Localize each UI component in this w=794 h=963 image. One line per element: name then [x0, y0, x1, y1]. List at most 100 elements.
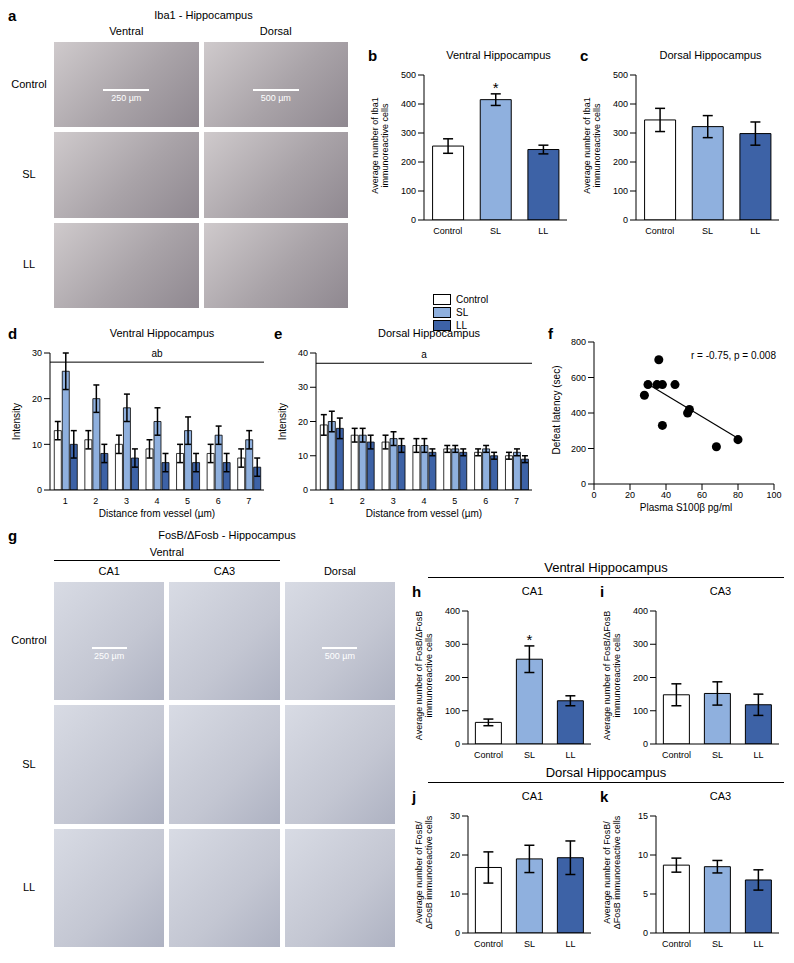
svg-text:30: 30 — [32, 348, 42, 358]
svg-text:*: * — [493, 79, 499, 96]
svg-text:600: 600 — [571, 373, 586, 383]
svg-text:200: 200 — [445, 673, 460, 683]
html-text:Average number of FosB/ΔFosB i: Average number of FosB/ΔFosB immunoreact… — [414, 610, 434, 741]
html-text:Control: Control — [11, 634, 47, 647]
svg-text:100: 100 — [613, 186, 628, 196]
svg-text:Control: Control — [662, 939, 691, 949]
svg-text:a: a — [421, 349, 427, 360]
svg-text:5: 5 — [452, 496, 457, 506]
svg-text:15: 15 — [638, 811, 648, 821]
svg-text:20: 20 — [625, 490, 635, 500]
svg-text:LL: LL — [565, 750, 575, 760]
svg-text:5: 5 — [643, 889, 648, 899]
svg-text:400: 400 — [401, 99, 416, 109]
svg-text:0: 0 — [581, 479, 586, 489]
svg-text:1: 1 — [329, 496, 334, 506]
svg-text:500: 500 — [401, 70, 416, 80]
svg-text:30: 30 — [298, 382, 308, 392]
svg-text:ab: ab — [151, 348, 163, 359]
html-text:Ventral Hippocampus: Ventral Hippocampus — [544, 560, 668, 575]
svg-text:0: 0 — [643, 928, 648, 938]
svg-text:Control: Control — [433, 226, 462, 236]
svg-text:LL: LL — [750, 226, 760, 236]
svg-text:4: 4 — [421, 496, 426, 506]
html-text:Average number of FosB/ΔFosB i: Average number of FosB/ΔFosB immunoreact… — [602, 815, 622, 930]
html-text:LL: LL — [22, 258, 36, 271]
svg-text:LL: LL — [753, 939, 763, 949]
svg-text:0: 0 — [411, 215, 416, 225]
svg-text:SL: SL — [712, 750, 723, 760]
svg-text:20: 20 — [298, 417, 308, 427]
svg-text:3: 3 — [124, 496, 129, 506]
svg-text:0: 0 — [37, 485, 42, 495]
svg-text:SL: SL — [524, 750, 535, 760]
html-text:Control: Control — [11, 77, 47, 90]
svg-text:100: 100 — [766, 490, 781, 500]
svg-text:SL: SL — [702, 226, 713, 236]
html-text:Average number of FosB/ΔFosB i: Average number of FosB/ΔFosB immunoreact… — [414, 815, 434, 930]
svg-text:400: 400 — [445, 606, 460, 616]
svg-text:100: 100 — [401, 186, 416, 196]
svg-text:2: 2 — [360, 496, 365, 506]
svg-text:200: 200 — [401, 157, 416, 167]
svg-text:*: * — [526, 631, 532, 648]
html-text:Average number of FosB/ΔFosB i: Average number of FosB/ΔFosB immunoreact… — [602, 610, 622, 741]
svg-text:SL: SL — [490, 226, 501, 236]
svg-text:40: 40 — [298, 348, 308, 358]
svg-text:20: 20 — [450, 850, 460, 860]
svg-text:100: 100 — [445, 706, 460, 716]
html-text:SL: SL — [22, 757, 36, 770]
svg-text:0: 0 — [455, 739, 460, 749]
svg-text:10: 10 — [298, 451, 308, 461]
svg-text:Control: Control — [645, 226, 674, 236]
html-text:Dorsal Hippocampus: Dorsal Hippocampus — [545, 765, 667, 780]
svg-text:10: 10 — [450, 889, 460, 899]
svg-text:0: 0 — [303, 485, 308, 495]
svg-text:0: 0 — [643, 739, 648, 749]
html-text:LL: LL — [22, 880, 36, 893]
svg-text:400: 400 — [571, 408, 586, 418]
svg-text:100: 100 — [633, 706, 648, 716]
svg-text:400: 400 — [633, 606, 648, 616]
svg-text:7: 7 — [514, 496, 519, 506]
svg-text:6: 6 — [216, 496, 221, 506]
svg-text:80: 80 — [733, 490, 743, 500]
svg-text:4: 4 — [154, 496, 159, 506]
svg-text:SL: SL — [712, 939, 723, 949]
svg-text:800: 800 — [571, 337, 586, 347]
svg-text:0: 0 — [591, 490, 596, 500]
html-text:Average number of Iba1 immunor: Average number of Iba1 immunoreactive ce… — [370, 97, 390, 194]
html-text:Iba1 - Hippocampus: Iba1 - Hippocampus — [154, 9, 253, 21]
svg-text:10: 10 — [638, 850, 648, 860]
html-text:Average number of Iba1 immunor: Average number of Iba1 immunoreactive ce… — [582, 97, 602, 194]
svg-text:200: 200 — [633, 673, 648, 683]
svg-text:200: 200 — [571, 444, 586, 454]
svg-text:6: 6 — [483, 496, 488, 506]
svg-text:7: 7 — [246, 496, 251, 506]
svg-text:SL: SL — [524, 939, 535, 949]
svg-text:10: 10 — [32, 440, 42, 450]
svg-text:Control: Control — [474, 939, 503, 949]
svg-text:5: 5 — [185, 496, 190, 506]
svg-text:Control: Control — [662, 750, 691, 760]
svg-text:500: 500 — [613, 70, 628, 80]
svg-text:30: 30 — [450, 811, 460, 821]
svg-text:300: 300 — [401, 128, 416, 138]
svg-text:60: 60 — [697, 490, 707, 500]
svg-text:300: 300 — [613, 128, 628, 138]
svg-text:40: 40 — [661, 490, 671, 500]
svg-text:LL: LL — [565, 939, 575, 949]
svg-text:LL: LL — [538, 226, 548, 236]
svg-text:3: 3 — [391, 496, 396, 506]
svg-text:0: 0 — [455, 928, 460, 938]
svg-text:300: 300 — [633, 639, 648, 649]
svg-text:LL: LL — [753, 750, 763, 760]
svg-text:Control: Control — [474, 750, 503, 760]
svg-text:0: 0 — [623, 215, 628, 225]
svg-text:1: 1 — [63, 496, 68, 506]
svg-text:2: 2 — [93, 496, 98, 506]
svg-text:20: 20 — [32, 394, 42, 404]
svg-text:300: 300 — [445, 639, 460, 649]
svg-text:200: 200 — [613, 157, 628, 167]
svg-text:400: 400 — [613, 99, 628, 109]
